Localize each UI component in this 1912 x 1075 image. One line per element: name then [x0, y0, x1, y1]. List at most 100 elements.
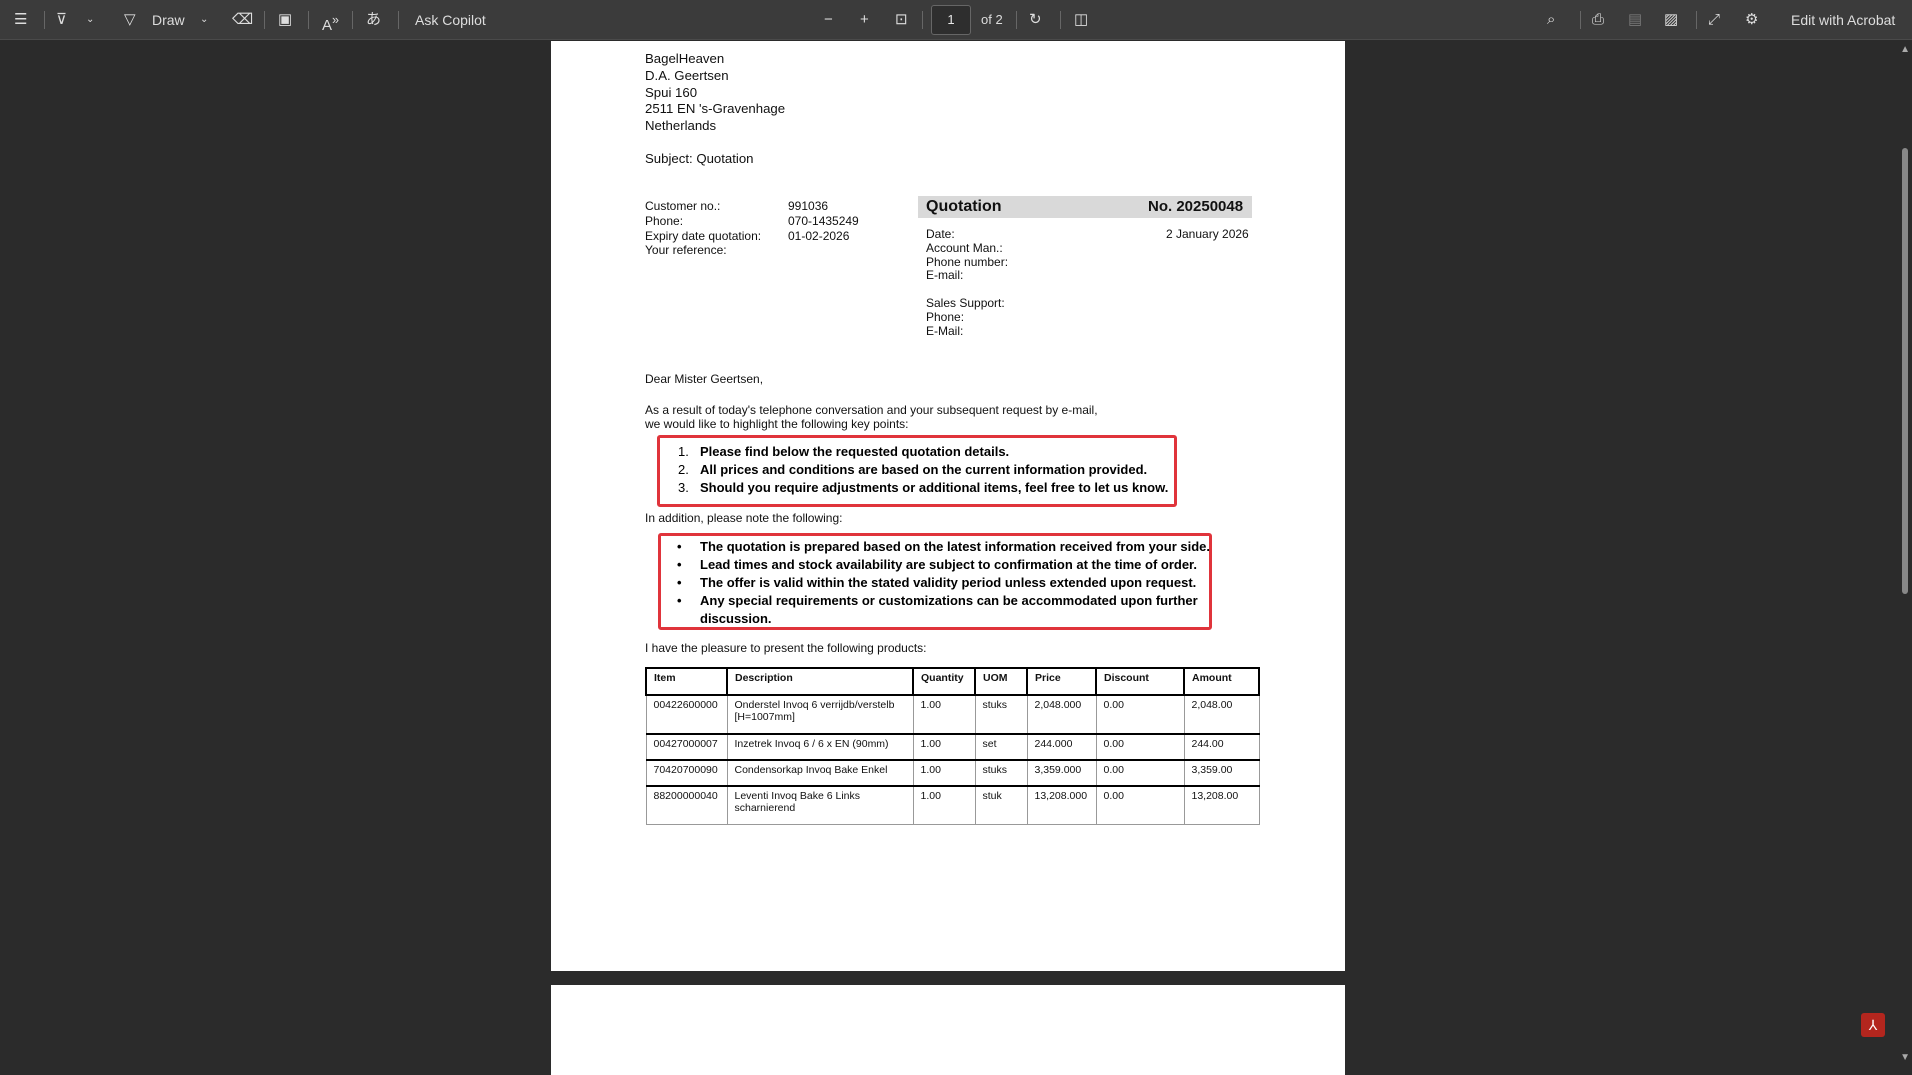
- page-view-icon[interactable]: ◫: [1074, 11, 1089, 28]
- address-line: D.A. Geertsen: [645, 68, 729, 83]
- scroll-up-arrow[interactable]: ▲: [1900, 44, 1910, 55]
- cell: 1.00: [912, 785, 976, 825]
- field-label: Phone:: [645, 214, 684, 228]
- products-table: Item Description Quantity UOM Price Discount A…: [645, 667, 1260, 825]
- bullet-item: Lead times and stock availability are su…: [700, 557, 1198, 572]
- list-item: Please find below the requested quotatio…: [700, 444, 1010, 459]
- cell: stuks: [974, 759, 1028, 787]
- eraser-icon[interactable]: ⌫: [232, 11, 254, 28]
- scrollbar-thumb[interactable]: [1902, 148, 1908, 594]
- subject: Subject: Quotation: [645, 151, 754, 166]
- cell: set: [974, 733, 1028, 761]
- intro-line: As a result of today's telephone convers…: [645, 403, 1098, 417]
- col-header: Amount: [1183, 667, 1260, 696]
- col-header: Item: [645, 667, 728, 696]
- scroll-down-arrow[interactable]: ▼: [1900, 1052, 1910, 1063]
- cell: 2,048.000: [1026, 694, 1097, 735]
- col-header: Discount: [1095, 667, 1185, 696]
- translate-icon[interactable]: あ: [366, 11, 382, 28]
- field-value: 070-1435249: [788, 214, 859, 228]
- edit-with-acrobat-button[interactable]: Edit with Acrobat: [1791, 12, 1896, 28]
- address-line: 2511 EN 's-Gravenhage: [645, 101, 786, 116]
- cell: 0.00: [1095, 785, 1185, 825]
- table-row: 70420700090 Condensorkap Invoq Bake Enkel…: [645, 759, 1260, 787]
- col-header: Quantity: [912, 667, 976, 696]
- save-icon[interactable]: ▤: [1628, 11, 1643, 28]
- read-aloud-icon[interactable]: A»: [322, 13, 339, 34]
- address-line: Netherlands: [645, 118, 717, 133]
- cell: 3,359.000: [1026, 759, 1097, 787]
- cell: 1.00: [912, 733, 976, 761]
- chevron-down-icon[interactable]: ⌄: [200, 14, 209, 25]
- save-as-icon[interactable]: ▨: [1664, 11, 1679, 28]
- text-box-icon[interactable]: ▣: [278, 11, 293, 28]
- bullet-item: The offer is valid within the stated val…: [700, 575, 1197, 590]
- cell: 2,048.00: [1183, 694, 1260, 735]
- search-icon[interactable]: ⌕: [1547, 11, 1556, 28]
- quotation-date: 2 January 2026: [1166, 227, 1249, 241]
- field-label: Account Man.:: [926, 241, 1003, 255]
- cell: 1.00: [912, 759, 976, 787]
- bullet-item: Any special requirements or customizatio…: [700, 593, 1198, 608]
- cell: 244.000: [1026, 733, 1097, 761]
- addition-text: In addition, please note the following:: [645, 511, 843, 525]
- cell: 88200000040: [645, 785, 728, 825]
- gear-icon[interactable]: ⚙: [1745, 11, 1759, 28]
- col-header: Description: [726, 667, 914, 696]
- ask-copilot-button[interactable]: Ask Copilot: [415, 12, 486, 28]
- zoom-in-icon[interactable]: +: [860, 11, 869, 28]
- greeting: Dear Mister Geertsen,: [645, 372, 764, 386]
- col-header: UOM: [974, 667, 1028, 696]
- page-number-input[interactable]: 1: [931, 5, 971, 35]
- col-header: Price: [1026, 667, 1097, 696]
- field-value: 991036: [788, 199, 829, 213]
- field-label: Customer no.:: [645, 199, 721, 213]
- list-item: All prices and conditions are based on t…: [700, 462, 1148, 477]
- address-line: Spui 160: [645, 85, 698, 100]
- field-value: 01-02-2026: [788, 229, 850, 243]
- acrobat-icon[interactable]: ⅄: [1861, 1013, 1885, 1037]
- list-item: Should you require adjustments or additi…: [700, 480, 1169, 495]
- table-row: 00427000007 Inzetrek Invoq 6 / 6 x EN (90…: [645, 733, 1260, 761]
- zoom-out-icon[interactable]: −: [824, 11, 833, 28]
- cell: 70420700090: [645, 759, 728, 787]
- field-label: Date:: [926, 227, 955, 241]
- cell: 00427000007: [645, 733, 728, 761]
- cell: 0.00: [1095, 694, 1185, 735]
- draw-button[interactable]: Draw: [152, 12, 185, 28]
- cell: stuk: [974, 785, 1028, 825]
- field-label: Sales Support:: [926, 296, 1005, 310]
- highlight-icon[interactable]: ⊽: [56, 11, 67, 28]
- cell: 3,359.00: [1183, 759, 1260, 787]
- field-label: Phone number:: [926, 255, 1009, 269]
- contents-icon[interactable]: ☰: [14, 11, 28, 28]
- cell: Inzetrek Invoq 6 / 6 x EN (90mm): [726, 733, 914, 761]
- page-count: of 2: [981, 12, 1003, 27]
- quotation-title: Quotation: [926, 198, 1002, 215]
- cell: stuks: [974, 694, 1028, 735]
- field-label: E-mail:: [926, 268, 964, 282]
- cell: Leventi Invoq Bake 6 Links scharnierend: [726, 785, 914, 825]
- table-row: 88200000040 Leventi Invoq Bake 6 Links sc…: [645, 785, 1260, 825]
- field-label: Expiry date quotation:: [645, 229, 762, 243]
- draw-icon[interactable]: ▽: [124, 11, 136, 28]
- field-label: E-Mail:: [926, 324, 964, 338]
- fit-page-icon[interactable]: ⊡: [895, 11, 908, 28]
- table-header: Item Description Quantity UOM Price Discount A…: [645, 667, 1260, 696]
- address-line: BagelHeaven: [645, 51, 725, 66]
- print-icon[interactable]: ⎙: [1592, 11, 1605, 28]
- cell: 0.00: [1095, 733, 1185, 761]
- products-intro: I have the pleasure to present the follo…: [645, 641, 927, 655]
- cell: 13,208.00: [1183, 785, 1260, 825]
- pdf-page-2: [551, 985, 1345, 1075]
- field-label: Your reference:: [645, 243, 727, 257]
- bullet-item: discussion.: [700, 611, 772, 626]
- chevron-down-icon[interactable]: ⌄: [86, 14, 95, 25]
- toolbar: ☰ ⊽ ⌄ ▽ Draw ⌄ ⌫ ▣ A» あ Ask Copilot − + …: [0, 0, 1912, 40]
- cell: Onderstel Invoq 6 verrijdb/verstelb [H=1…: [726, 694, 914, 735]
- rotate-icon[interactable]: ↻: [1029, 11, 1042, 28]
- intro-line: we would like to highlight the following…: [645, 417, 909, 431]
- table-row: 00422600000 Onderstel Invoq 6 verrijdb/ve…: [645, 694, 1260, 735]
- quotation-number: No. 20250048: [1148, 198, 1244, 215]
- fullscreen-icon[interactable]: ⤢: [1708, 11, 1721, 28]
